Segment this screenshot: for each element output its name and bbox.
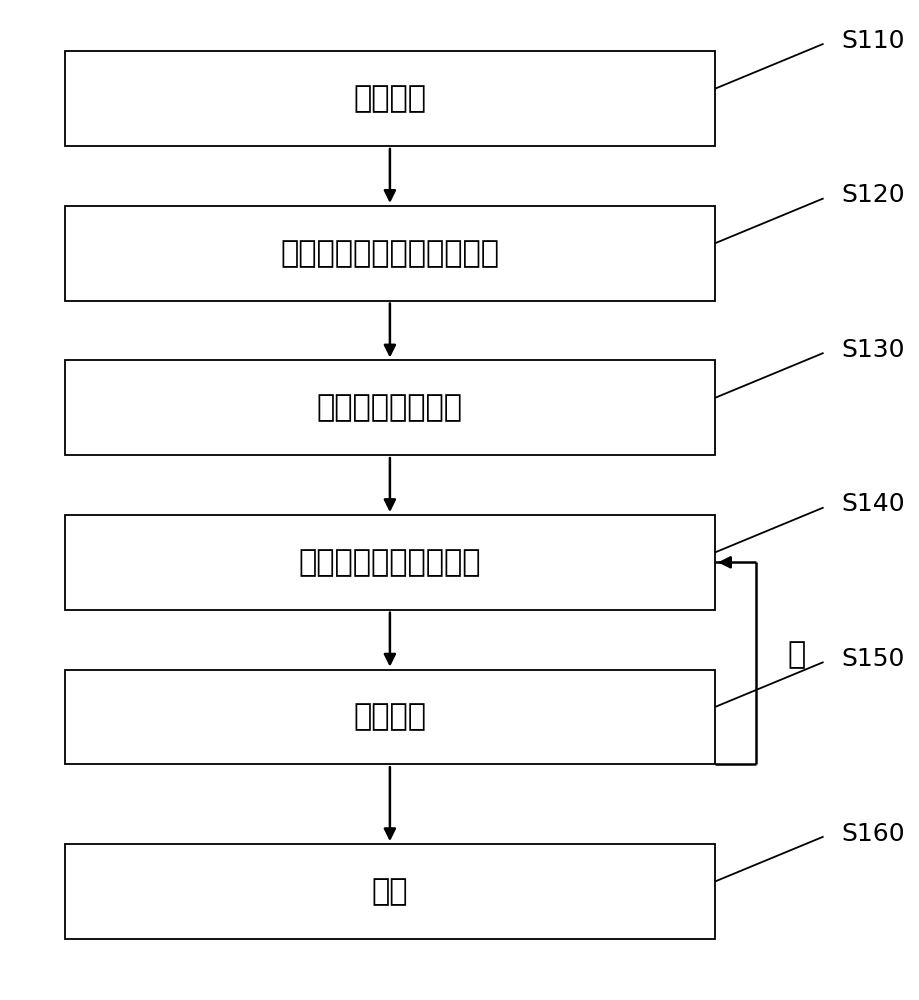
Text: 输入版图设计文件: 输入版图设计文件 bbox=[316, 393, 462, 422]
Text: S110: S110 bbox=[841, 29, 904, 53]
Text: S150: S150 bbox=[841, 647, 904, 671]
Text: S160: S160 bbox=[841, 822, 904, 846]
Bar bbox=[64, 670, 714, 764]
Text: S140: S140 bbox=[841, 492, 904, 516]
Bar bbox=[64, 844, 714, 939]
Text: 校准模型: 校准模型 bbox=[353, 84, 425, 113]
Text: 热点修正: 热点修正 bbox=[353, 702, 425, 731]
Text: 否: 否 bbox=[787, 640, 805, 669]
Text: 制作光学邻近效应修正脚本: 制作光学邻近效应修正脚本 bbox=[280, 239, 499, 268]
Bar bbox=[64, 360, 714, 455]
Bar bbox=[64, 206, 714, 301]
Text: S130: S130 bbox=[841, 338, 904, 362]
Text: 校验光学邻近效应修正: 校验光学邻近效应修正 bbox=[299, 548, 481, 577]
Text: 取走: 取走 bbox=[371, 877, 408, 906]
Text: S120: S120 bbox=[841, 183, 904, 207]
Bar bbox=[64, 515, 714, 610]
Bar bbox=[64, 51, 714, 146]
